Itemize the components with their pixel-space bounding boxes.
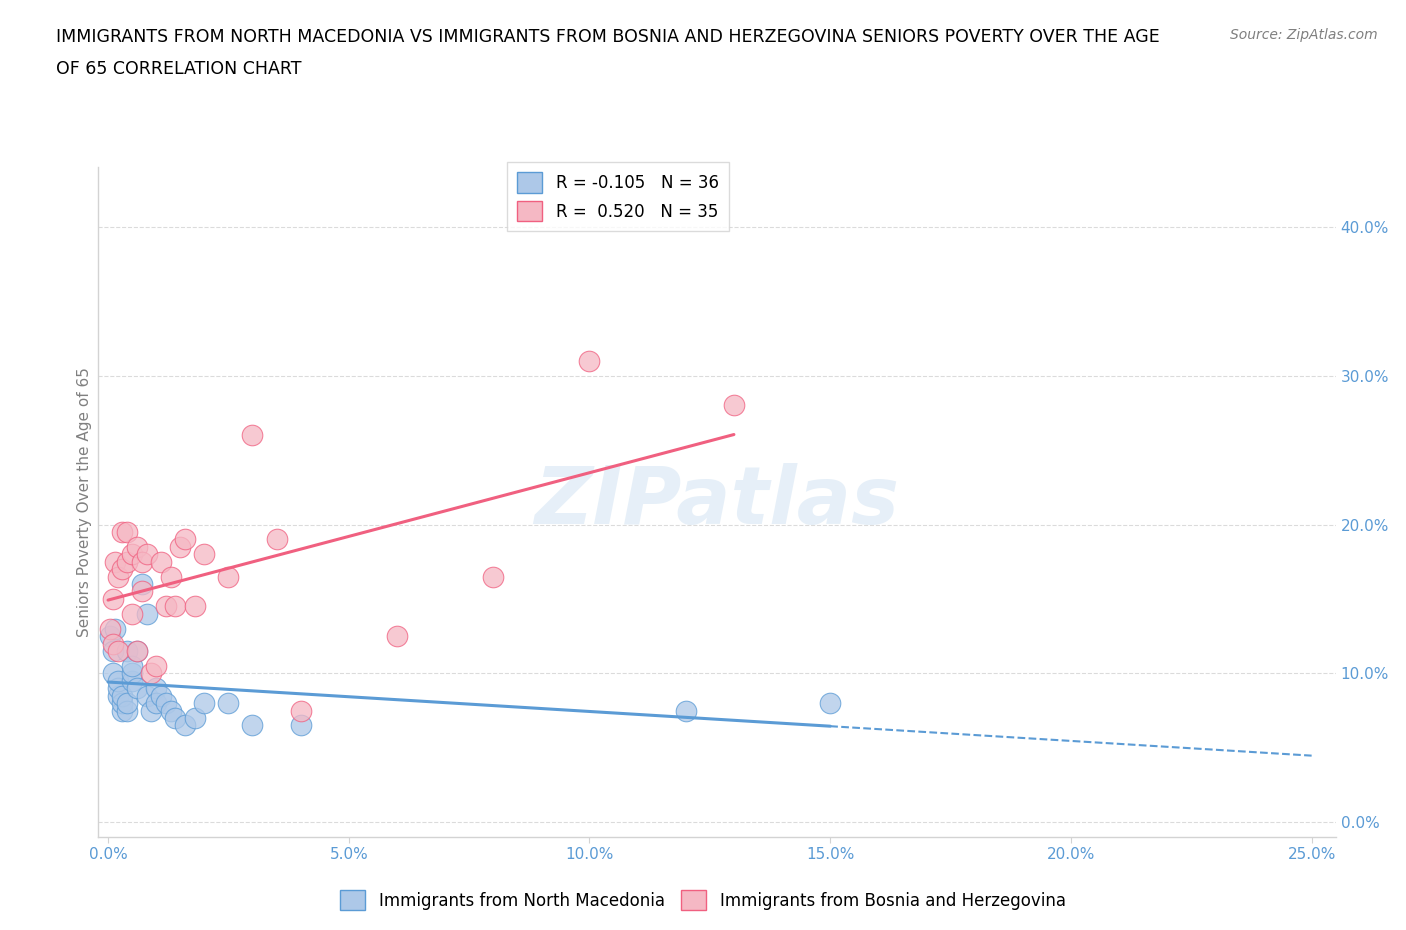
Point xyxy=(101,644,124,658)
Point xyxy=(107,673,129,688)
Point xyxy=(111,688,134,703)
Point xyxy=(131,554,153,569)
Point xyxy=(183,711,205,725)
Point xyxy=(174,532,197,547)
Point xyxy=(159,569,181,584)
Point xyxy=(174,718,197,733)
Point xyxy=(482,569,505,584)
Point xyxy=(117,696,139,711)
Y-axis label: Seniors Poverty Over the Age of 65: Seniors Poverty Over the Age of 65 xyxy=(77,367,91,637)
Point xyxy=(117,644,139,658)
Point xyxy=(100,621,122,636)
Point xyxy=(121,658,143,673)
Point xyxy=(135,688,157,703)
Point xyxy=(121,673,143,688)
Legend: Immigrants from North Macedonia, Immigrants from Bosnia and Herzegovina: Immigrants from North Macedonia, Immigra… xyxy=(333,884,1073,917)
Point xyxy=(111,696,134,711)
Point xyxy=(107,681,129,696)
Point xyxy=(193,696,215,711)
Point xyxy=(131,584,153,599)
Point xyxy=(145,696,167,711)
Point xyxy=(135,606,157,621)
Point xyxy=(117,525,139,539)
Point xyxy=(121,547,143,562)
Point xyxy=(165,711,187,725)
Point xyxy=(121,606,143,621)
Point xyxy=(117,554,139,569)
Point xyxy=(155,696,177,711)
Point xyxy=(125,644,148,658)
Point xyxy=(675,703,697,718)
Point xyxy=(165,599,187,614)
Point xyxy=(107,688,129,703)
Point xyxy=(104,554,127,569)
Point xyxy=(125,644,148,658)
Point xyxy=(107,569,129,584)
Point xyxy=(111,562,134,577)
Point xyxy=(150,688,173,703)
Point xyxy=(141,703,163,718)
Point xyxy=(159,703,181,718)
Point xyxy=(125,539,148,554)
Point xyxy=(101,666,124,681)
Point xyxy=(290,703,312,718)
Point xyxy=(150,554,173,569)
Point xyxy=(242,428,264,443)
Point xyxy=(266,532,288,547)
Point xyxy=(104,621,127,636)
Point xyxy=(145,681,167,696)
Point xyxy=(155,599,177,614)
Point xyxy=(101,636,124,651)
Point xyxy=(818,696,841,711)
Legend: R = -0.105   N = 36, R =  0.520   N = 35: R = -0.105 N = 36, R = 0.520 N = 35 xyxy=(508,163,728,232)
Text: IMMIGRANTS FROM NORTH MACEDONIA VS IMMIGRANTS FROM BOSNIA AND HERZEGOVINA SENIOR: IMMIGRANTS FROM NORTH MACEDONIA VS IMMIG… xyxy=(56,28,1160,46)
Point xyxy=(135,547,157,562)
Text: Source: ZipAtlas.com: Source: ZipAtlas.com xyxy=(1230,28,1378,42)
Point xyxy=(141,666,163,681)
Point xyxy=(111,525,134,539)
Point xyxy=(217,696,239,711)
Point xyxy=(121,666,143,681)
Point xyxy=(107,644,129,658)
Point xyxy=(131,577,153,591)
Point xyxy=(145,658,167,673)
Point xyxy=(117,703,139,718)
Point xyxy=(100,629,122,644)
Point xyxy=(125,681,148,696)
Point xyxy=(183,599,205,614)
Point xyxy=(101,591,124,606)
Point xyxy=(578,353,600,368)
Point xyxy=(385,629,408,644)
Text: OF 65 CORRELATION CHART: OF 65 CORRELATION CHART xyxy=(56,60,302,78)
Point xyxy=(193,547,215,562)
Point xyxy=(723,398,745,413)
Point xyxy=(290,718,312,733)
Point xyxy=(169,539,191,554)
Point xyxy=(217,569,239,584)
Point xyxy=(242,718,264,733)
Text: ZIPatlas: ZIPatlas xyxy=(534,463,900,541)
Point xyxy=(111,703,134,718)
